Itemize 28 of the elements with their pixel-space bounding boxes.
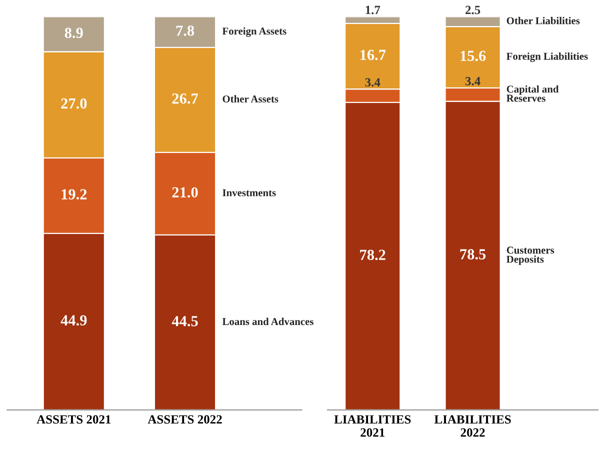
data-label: 26.7 — [172, 93, 198, 104]
data-label: 3.4 — [465, 76, 480, 86]
series-label: Other Assets — [222, 95, 278, 102]
data-label: 19.2 — [62, 189, 87, 200]
series-label: Other Liabilities — [506, 16, 580, 24]
data-label: 8.9 — [64, 28, 83, 38]
data-label: 15.6 — [460, 50, 486, 62]
series-label: Investments — [222, 189, 276, 196]
data-label: 16.7 — [360, 50, 386, 60]
series-label: Customers Deposits — [506, 246, 554, 265]
data-label: 1.7 — [366, 6, 380, 14]
data-label: 7.8 — [176, 26, 194, 36]
data-label: 44.9 — [60, 315, 87, 326]
x-tick-label: LIABILITIES 2022 — [434, 415, 511, 437]
series-label: Capital and Reserves — [506, 85, 559, 102]
x-tick-label: ASSETS 2022 — [148, 415, 222, 424]
data-label: 21.0 — [172, 187, 198, 198]
data-label: 78.5 — [460, 249, 486, 260]
data-label: 27.0 — [61, 98, 87, 109]
data-label: 3.4 — [365, 78, 380, 87]
data-label: 44.5 — [172, 316, 198, 326]
x-tick-label: LIABILITIES 2021 — [334, 415, 411, 437]
series-label: Foreign Assets — [222, 27, 286, 37]
series-label: Loans and Advances — [222, 318, 314, 326]
x-tick-label: ASSETS 2021 — [36, 415, 111, 424]
series-label: Foreign Liabilities — [506, 52, 588, 62]
data-label: 78.2 — [360, 250, 386, 260]
data-label: 2.5 — [466, 6, 480, 14]
